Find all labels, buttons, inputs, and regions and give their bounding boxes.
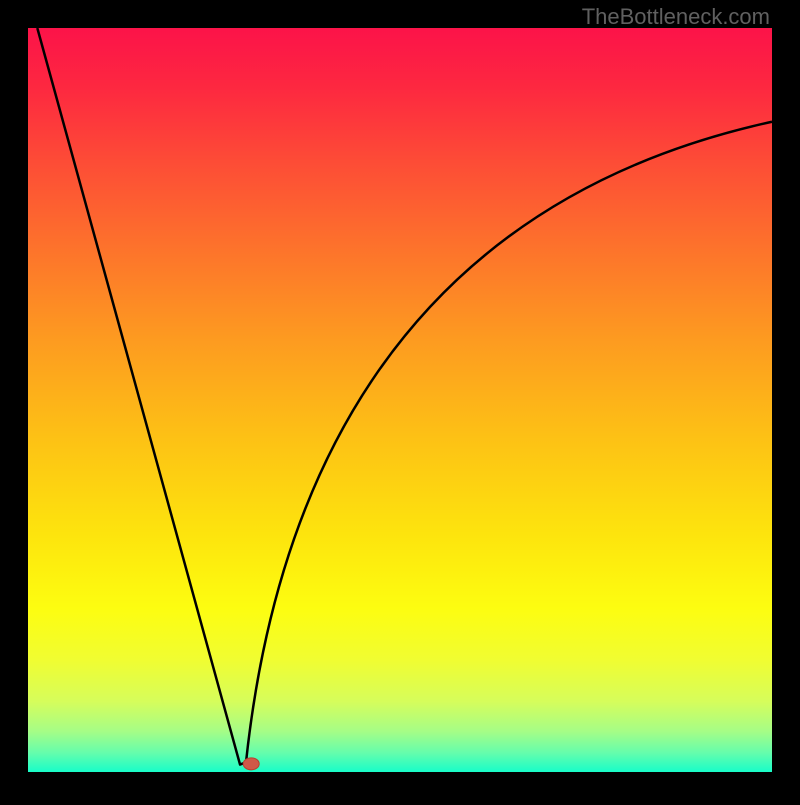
bottleneck-chart (0, 0, 800, 800)
chart-svg (0, 0, 800, 800)
minimum-marker (243, 758, 259, 770)
watermark-text: TheBottleneck.com (582, 4, 770, 30)
